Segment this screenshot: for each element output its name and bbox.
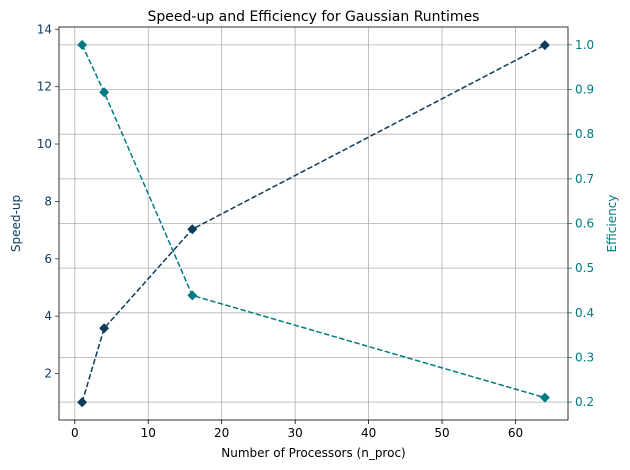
data-point-efficiency	[99, 87, 110, 98]
data-point-efficiency	[77, 39, 88, 50]
series-layer	[77, 39, 550, 408]
y-right-tick-label: 1.0	[575, 38, 594, 52]
y-left-tick-label: 12	[37, 80, 52, 94]
y-left-tick-label: 14	[37, 22, 52, 36]
x-tick-label: 30	[287, 426, 302, 440]
y-left-tick-label: 4	[44, 309, 52, 323]
x-tick-label: 20	[214, 426, 229, 440]
x-tick-label: 50	[434, 426, 449, 440]
x-tick-label: 40	[361, 426, 376, 440]
y-right-tick-label: 0.5	[575, 261, 594, 275]
y-axis-left-title: Speed-up	[9, 195, 23, 252]
y-right-tick-label: 0.9	[575, 83, 594, 97]
data-point-speed-up	[99, 323, 110, 334]
data-point-efficiency	[187, 290, 198, 301]
y-axis-right-title: Efficiency	[605, 195, 619, 253]
axes-layer: 0 10 20 30 40 50 60 2 4 6 8 10 12 14 0.2 0.3 0.4 0.5 0.6 0.…	[37, 22, 594, 440]
data-point-efficiency	[539, 392, 550, 403]
grid-layer	[59, 27, 568, 420]
y-left-tick-label: 8	[44, 194, 52, 208]
x-axis-title: Number of Processors (n_proc)	[221, 446, 405, 460]
chart-title: Speed-up and Efficiency for Gaussian Run…	[148, 9, 480, 25]
y-right-tick-label: 0.6	[575, 217, 594, 231]
y-right-tick-label: 0.3	[575, 350, 594, 364]
x-tick-label: 60	[508, 426, 523, 440]
data-point-speed-up	[77, 397, 88, 408]
y-right-tick-label: 0.2	[575, 395, 594, 409]
x-tick-label: 0	[71, 426, 79, 440]
data-point-speed-up	[539, 40, 550, 51]
y-left-tick-label: 6	[44, 252, 52, 266]
y-left-tick-label: 2	[44, 367, 52, 381]
data-point-speed-up	[187, 224, 198, 235]
series-line-speed-up	[81, 44, 546, 403]
series-line-efficiency	[81, 44, 546, 399]
y-right-tick-label: 0.8	[575, 127, 594, 141]
y-left-tick-label: 10	[37, 137, 52, 151]
y-right-tick-label: 0.7	[575, 172, 594, 186]
y-right-tick-label: 0.4	[575, 306, 594, 320]
x-tick-label: 10	[141, 426, 156, 440]
